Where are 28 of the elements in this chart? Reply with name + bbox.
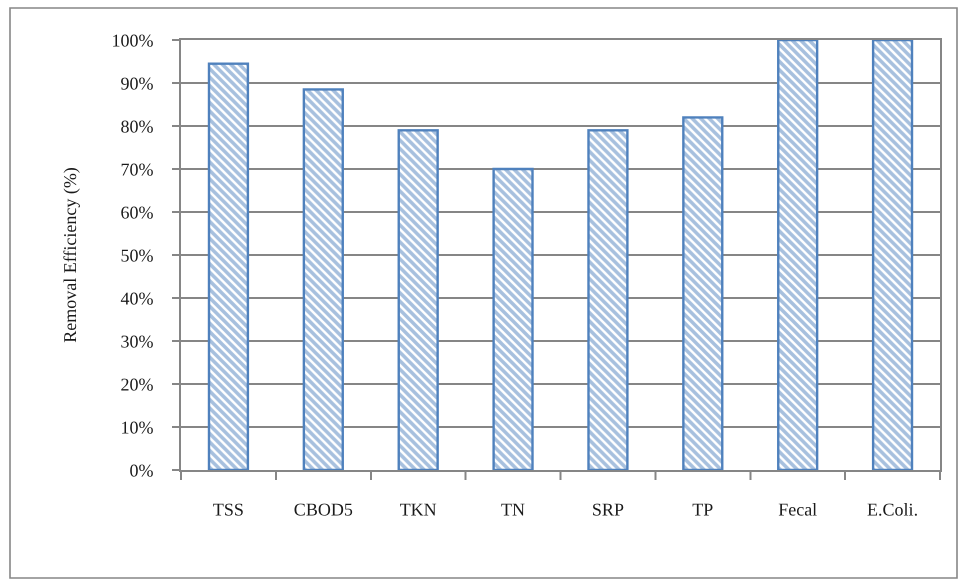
x-tick-label: SRP xyxy=(592,500,624,520)
y-tick-label: 20% xyxy=(120,374,154,394)
y-tick-label: 90% xyxy=(120,73,154,94)
y-tick-label: 0% xyxy=(130,460,154,480)
x-tick-label: TP xyxy=(692,500,714,520)
bar xyxy=(777,40,818,470)
y-tick-label: 10% xyxy=(120,417,154,438)
y-tick-label: 80% xyxy=(120,116,154,136)
y-tick-label: 50% xyxy=(120,245,154,266)
x-tick-label: Fecal xyxy=(778,500,818,520)
x-tick-label: TN xyxy=(501,500,526,520)
bar xyxy=(398,129,439,470)
x-tick-label: CBOD5 xyxy=(294,500,353,520)
x-tick-label: TKN xyxy=(400,500,437,520)
x-tick-label: E.Coli. xyxy=(867,500,918,520)
y-tick-label: 40% xyxy=(120,288,154,308)
bar xyxy=(302,88,344,470)
bar xyxy=(682,116,724,470)
y-tick-label: 70% xyxy=(120,159,154,180)
y-tick-label: 100% xyxy=(112,30,154,50)
y-tick-label: 30% xyxy=(120,331,154,352)
bar xyxy=(492,168,534,470)
bar xyxy=(587,129,629,470)
x-tick-label: TSS xyxy=(212,500,244,520)
bar xyxy=(872,40,914,470)
y-tick-label: 60% xyxy=(120,202,154,222)
bar xyxy=(208,62,250,470)
y-axis-title: Removal Efficiency (%) xyxy=(60,167,80,343)
